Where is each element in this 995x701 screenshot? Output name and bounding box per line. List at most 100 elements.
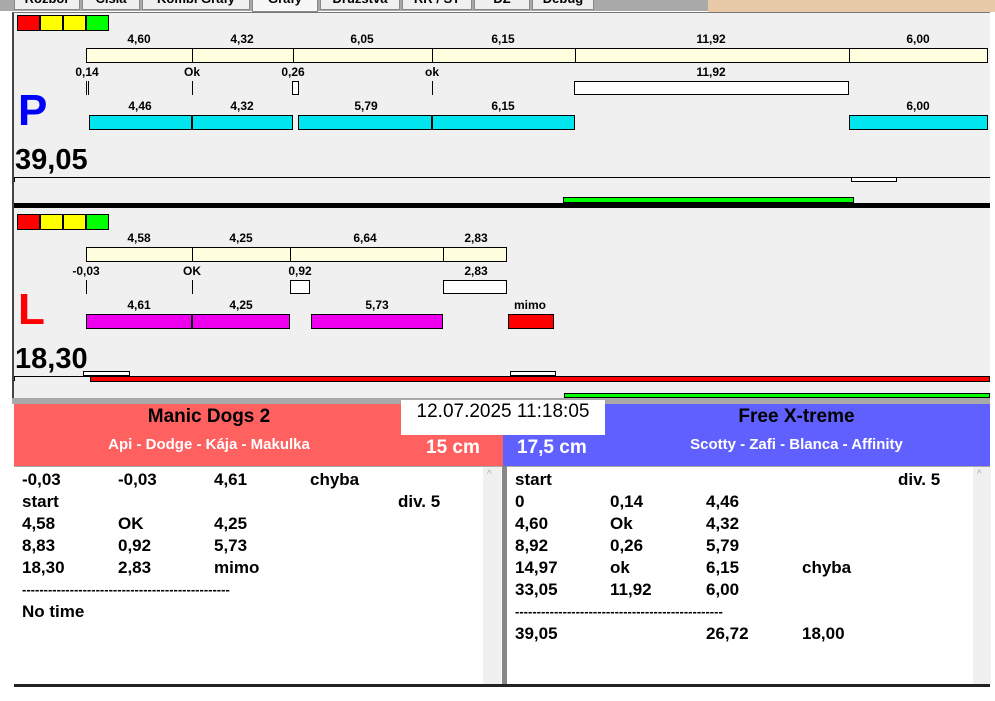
segment-time-label: 6,05	[350, 32, 374, 46]
segment-divider	[290, 247, 291, 262]
tab-kombi-grafy[interactable]: Kombi Grafy	[142, 0, 250, 10]
right-team-height: 17,5 cm	[517, 437, 587, 458]
fault-label: 0,92	[288, 264, 312, 278]
left-team-height: 15 cm	[426, 437, 480, 458]
result-cell: 4,60	[515, 514, 549, 533]
run-bar	[508, 314, 554, 329]
segment-divider	[849, 48, 850, 63]
separator-line: ----------------------------------------…	[22, 582, 230, 597]
tab-grafy[interactable]: Grafy	[252, 0, 318, 12]
right-scrollbar[interactable]: ^	[973, 467, 991, 685]
tick-mark	[86, 81, 87, 95]
course-bar	[86, 247, 507, 262]
run-bar	[849, 115, 988, 130]
segment-time-label: 4,32	[230, 32, 254, 46]
timeline	[14, 177, 990, 178]
result-cell: 4,58	[22, 514, 56, 533]
run-time-label: 6,15	[491, 99, 515, 113]
tab--sla[interactable]: Čísla	[82, 0, 140, 10]
fault-box	[292, 81, 299, 95]
segment-time-label: 2,83	[464, 231, 488, 245]
segment-time-label: 11,92	[696, 32, 726, 46]
result-cell: 8,92	[515, 536, 549, 555]
result-cell: 4,32	[706, 514, 740, 533]
segment-divider	[293, 48, 294, 63]
segment-time-label: 6,64	[353, 231, 377, 245]
result-cell: 39,05	[515, 624, 558, 643]
left-team-dogs: Api - Dodge - Kája - Makulka	[108, 436, 310, 453]
run-time-label: mimo	[513, 298, 547, 312]
scroll-up-icon[interactable]: ^	[487, 469, 492, 480]
timeline-marker	[851, 177, 897, 182]
lane-letter: P	[18, 86, 48, 135]
separator-line: ----------------------------------------…	[515, 604, 723, 619]
left-scrollbar[interactable]: ^	[483, 467, 501, 685]
fault-label: 0,14	[75, 65, 99, 79]
result-cell: 26,72	[706, 624, 749, 643]
result-cell: start	[22, 492, 59, 511]
tab-rozbor[interactable]: Rozbor	[14, 0, 80, 10]
result-cell: 0,14	[610, 492, 644, 511]
tick-mark	[192, 81, 193, 95]
fault-label: 2,83	[464, 264, 488, 278]
tab-debug[interactable]: Debug	[532, 0, 594, 10]
tab-dz[interactable]: DZ	[474, 0, 530, 10]
segment-divider	[443, 247, 444, 262]
result-cell: 8,83	[22, 536, 56, 555]
result-cell: 5,79	[706, 536, 740, 555]
progress-bar-green	[563, 197, 854, 203]
graph-layer: 4,60 4,32 6,05 6,15 11,92 6,00 0,14 Ok 0,26 ok 11,…	[14, 15, 990, 398]
result-cell: chyba	[802, 558, 852, 577]
graph-panel	[12, 12, 990, 404]
tick-mark	[88, 81, 89, 95]
run-bar	[432, 115, 575, 130]
run-time-label: 4,32	[230, 99, 254, 113]
timeline-marker	[510, 371, 556, 376]
tab-dru-stva[interactable]: Družstva	[320, 0, 400, 10]
left-results-list[interactable]: ^ -0,03 -0,03 4,61 chyba start div. 5 4,58 OK 4,…	[14, 466, 502, 685]
result-cell: 0	[515, 492, 525, 511]
result-cell: 33,05	[515, 580, 558, 599]
result-cell: 4,46	[706, 492, 740, 511]
run-bar	[311, 314, 443, 329]
bottom-border	[14, 684, 990, 687]
status-light	[17, 214, 40, 230]
result-cell: start	[515, 470, 552, 489]
timeline-start	[14, 376, 15, 381]
run-bar	[192, 314, 290, 329]
result-cell: chyba	[310, 470, 360, 489]
timeline-start	[14, 177, 15, 182]
run-time-label: 4,25	[229, 298, 253, 312]
tick-mark	[86, 280, 87, 294]
status-light	[40, 15, 63, 31]
course-bar	[86, 48, 988, 63]
fault-label: ok	[424, 65, 440, 79]
window-background	[708, 0, 995, 12]
fault-box	[290, 280, 310, 294]
result-cell: div. 5	[398, 492, 441, 511]
segment-time-label: 6,00	[906, 32, 930, 46]
run-time-label: 6,00	[906, 99, 930, 113]
fault-box	[574, 81, 849, 95]
result-cell: 0,92	[118, 536, 152, 555]
result-cell: 14,97	[515, 558, 558, 577]
fault-label: OK	[183, 264, 201, 278]
result-cell: -0,03	[22, 470, 61, 489]
scroll-up-icon[interactable]: ^	[977, 469, 982, 480]
result-cell: 6,00	[706, 580, 740, 599]
fault-label: -0,03	[72, 264, 100, 278]
tab-rr-st[interactable]: RR / ST	[402, 0, 472, 10]
result-cell: 4,61	[214, 470, 248, 489]
fault-label: 0,26	[281, 65, 305, 79]
timeline-marker	[83, 371, 130, 376]
result-cell: 2,83	[118, 558, 152, 577]
result-cell: div. 5	[898, 470, 941, 489]
segment-time-label: 4,25	[229, 231, 253, 245]
run-bar	[89, 115, 192, 130]
run-bar	[86, 314, 192, 329]
status-light	[63, 214, 86, 230]
splitter[interactable]	[502, 466, 507, 684]
run-time-label: 4,61	[127, 298, 151, 312]
right-results-list[interactable]: ^ start div. 5 0 0,14 4,46 4,60 Ok 4,32 8,92 0,26…	[507, 466, 991, 685]
total-time: 39,05	[15, 144, 88, 176]
